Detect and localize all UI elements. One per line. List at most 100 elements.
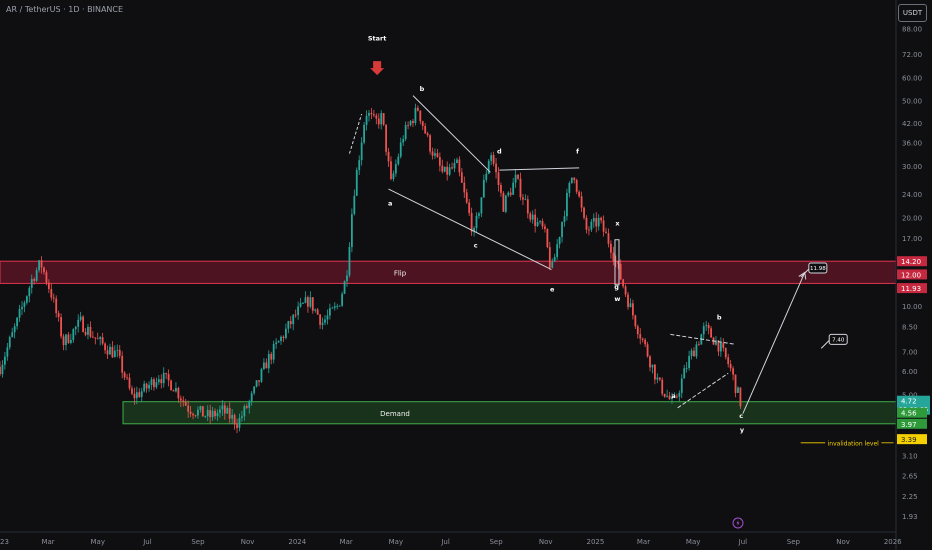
candle-body bbox=[436, 153, 439, 158]
candle-body bbox=[622, 279, 625, 287]
drawings[interactable]: Startabcdefxgwabcy11.987.40invalidation … bbox=[348, 35, 894, 529]
candle-body bbox=[480, 197, 483, 214]
callout-11-98-box bbox=[808, 262, 828, 274]
candle-body bbox=[87, 326, 89, 335]
candle-body bbox=[563, 216, 566, 223]
candle-body bbox=[348, 247, 351, 276]
price-tag-demand-low: 3.97 bbox=[901, 421, 917, 429]
candle-body bbox=[231, 415, 234, 419]
candle-body bbox=[6, 347, 9, 357]
candle-body bbox=[600, 217, 603, 221]
candle-body bbox=[424, 125, 427, 134]
candle-body bbox=[478, 213, 480, 216]
candle-body bbox=[133, 393, 136, 399]
candle-body bbox=[610, 243, 612, 253]
candle-body bbox=[319, 314, 322, 325]
candle-body bbox=[446, 166, 449, 175]
y-tick-label: 2.65 bbox=[902, 472, 918, 480]
candle-body bbox=[492, 155, 495, 164]
candle-body bbox=[299, 303, 302, 307]
candle-body bbox=[529, 213, 532, 220]
candle-body bbox=[3, 356, 6, 365]
candle-body bbox=[697, 344, 700, 346]
candle-body bbox=[578, 191, 581, 197]
candle-body bbox=[617, 261, 620, 264]
candle-body bbox=[221, 405, 224, 410]
candle-body bbox=[113, 350, 116, 358]
candle-body bbox=[272, 344, 275, 360]
x-tick-label: 2023 bbox=[0, 538, 9, 546]
candle-body bbox=[460, 172, 463, 183]
x-tick-label: 2025 bbox=[587, 538, 605, 546]
candle-body bbox=[297, 306, 300, 316]
candle-body bbox=[710, 328, 712, 338]
symbol-title[interactable]: AR / TetherUS · 1D · BINANCE bbox=[6, 5, 124, 14]
candle-body bbox=[77, 319, 80, 327]
candle-body bbox=[456, 159, 458, 164]
candle-body bbox=[495, 163, 497, 173]
candle-body bbox=[306, 297, 309, 307]
candle-body bbox=[715, 340, 717, 345]
candle-body bbox=[8, 337, 11, 348]
candle-body bbox=[509, 192, 512, 195]
candle-body bbox=[500, 185, 502, 193]
price-tag-demand-high-bg bbox=[897, 407, 927, 418]
candle-body bbox=[40, 260, 43, 268]
y-tick-label: 10.00 bbox=[902, 303, 922, 311]
candle-body bbox=[605, 231, 607, 234]
candle-body bbox=[539, 221, 541, 223]
candle-body bbox=[245, 406, 248, 408]
candle-body bbox=[282, 336, 285, 338]
x-tick-label: Sep bbox=[787, 538, 801, 546]
candle-body bbox=[57, 313, 60, 318]
candle-body bbox=[13, 326, 16, 333]
candle-body bbox=[270, 353, 273, 360]
candle-body bbox=[419, 110, 422, 122]
candle-body bbox=[258, 380, 260, 382]
invalidation-label: invalidation level bbox=[828, 440, 880, 447]
x-tick-label: 2026 bbox=[884, 538, 902, 546]
candle-body bbox=[380, 113, 383, 125]
wedge-upper-line bbox=[412, 95, 491, 173]
candle-body bbox=[23, 302, 26, 307]
candle-body bbox=[331, 307, 334, 309]
candle-body bbox=[123, 372, 126, 378]
wave-label: y bbox=[740, 426, 745, 434]
callout-11-98-pointer bbox=[800, 268, 810, 278]
y-tick-label: 36.00 bbox=[902, 140, 922, 148]
currency-button[interactable]: USDT bbox=[898, 4, 927, 22]
candle-body bbox=[385, 124, 387, 152]
wave-label: g bbox=[614, 283, 619, 291]
candle-body bbox=[727, 357, 730, 365]
y-tick-label: 2.25 bbox=[902, 493, 918, 501]
candle-body bbox=[702, 326, 705, 335]
candle-body bbox=[399, 142, 402, 157]
candle-body bbox=[236, 424, 238, 428]
candle-body bbox=[104, 343, 106, 351]
candle-body bbox=[294, 314, 297, 316]
wave-label: a bbox=[671, 392, 675, 400]
candle-body bbox=[116, 349, 119, 351]
candle-body bbox=[705, 325, 708, 327]
candle-body bbox=[470, 213, 473, 232]
candle-body bbox=[214, 410, 216, 417]
candle-body bbox=[69, 339, 72, 343]
candle-body bbox=[475, 215, 478, 229]
candle-body bbox=[443, 166, 446, 172]
candle-body bbox=[558, 237, 561, 245]
candle-body bbox=[292, 314, 295, 325]
candle-body bbox=[734, 374, 737, 393]
candle-body bbox=[680, 378, 683, 393]
candle-body bbox=[607, 233, 610, 244]
candle-body bbox=[360, 142, 363, 161]
y-tick-label: 50.00 bbox=[902, 98, 922, 106]
x-tick-label: Nov bbox=[241, 538, 255, 546]
candle-body bbox=[580, 196, 583, 208]
y-tick-label: 17.00 bbox=[902, 235, 922, 243]
candle-body bbox=[33, 279, 36, 281]
x-tick-label: Mar bbox=[41, 538, 54, 546]
candle-body bbox=[482, 179, 485, 198]
candle-body bbox=[353, 195, 356, 215]
